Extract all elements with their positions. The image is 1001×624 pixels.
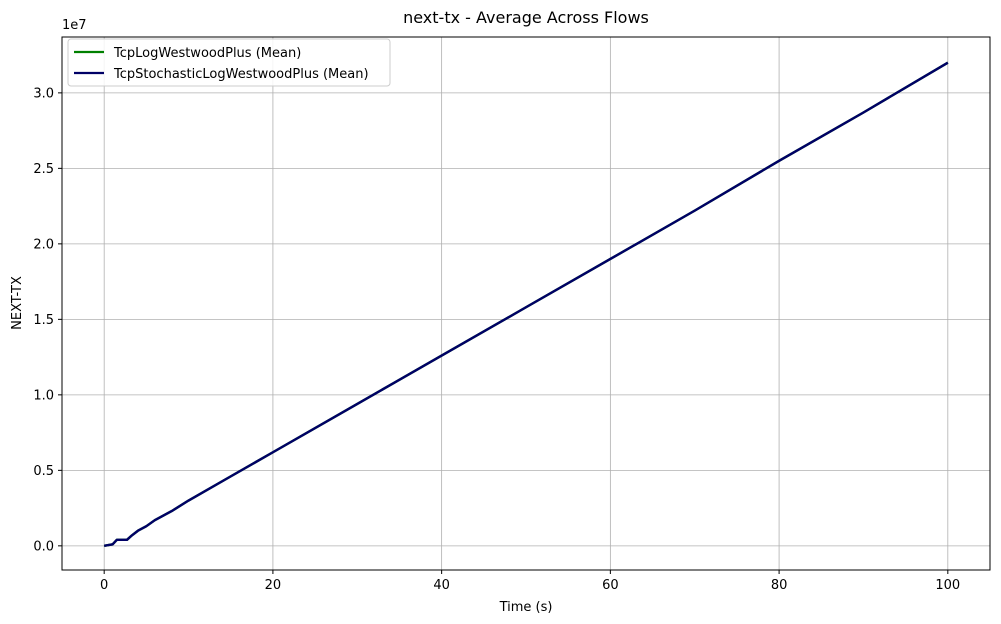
legend: TcpLogWestwoodPlus (Mean) TcpStochasticL…: [67, 38, 391, 87]
chart-title: next-tx - Average Across Flows: [403, 8, 649, 27]
y-tick-label: 1.5: [33, 313, 54, 328]
y-tick-label: 2.0: [33, 237, 54, 252]
y-tick-label: 1.0: [33, 388, 54, 403]
series-line-1: [103, 61, 949, 548]
series-lines: [103, 61, 949, 548]
grid-lines: [62, 37, 990, 570]
y-offset-label: 1e7: [62, 18, 87, 33]
series-line-0: [103, 61, 949, 548]
y-tick-label: 3.0: [33, 86, 54, 101]
y-tick-label: 0.5: [33, 464, 54, 479]
x-tick-label: 80: [771, 578, 788, 593]
x-tick-label: 100: [935, 578, 960, 593]
plot-frame: [61, 36, 991, 571]
x-tick-label: 0: [100, 578, 108, 593]
legend-label-0: TcpLogWestwoodPlus (Mean): [113, 46, 301, 61]
y-tick-label: 2.5: [33, 162, 54, 177]
y-tick-label: 0.0: [33, 539, 54, 554]
x-tick-label: 20: [265, 578, 282, 593]
x-tick-label: 60: [602, 578, 619, 593]
x-tick-label: 40: [433, 578, 450, 593]
legend-label-1: TcpStochasticLogWestwoodPlus (Mean): [113, 67, 369, 82]
axis-ticks: 0 20 40 60 80 100 0.0 0.5 1.0 1.5 2.0 2.5 3.0: [33, 86, 960, 593]
legend-box: [67, 38, 391, 87]
x-axis-label: Time (s): [499, 600, 553, 615]
y-axis-label: NEXT-TX: [10, 276, 25, 330]
